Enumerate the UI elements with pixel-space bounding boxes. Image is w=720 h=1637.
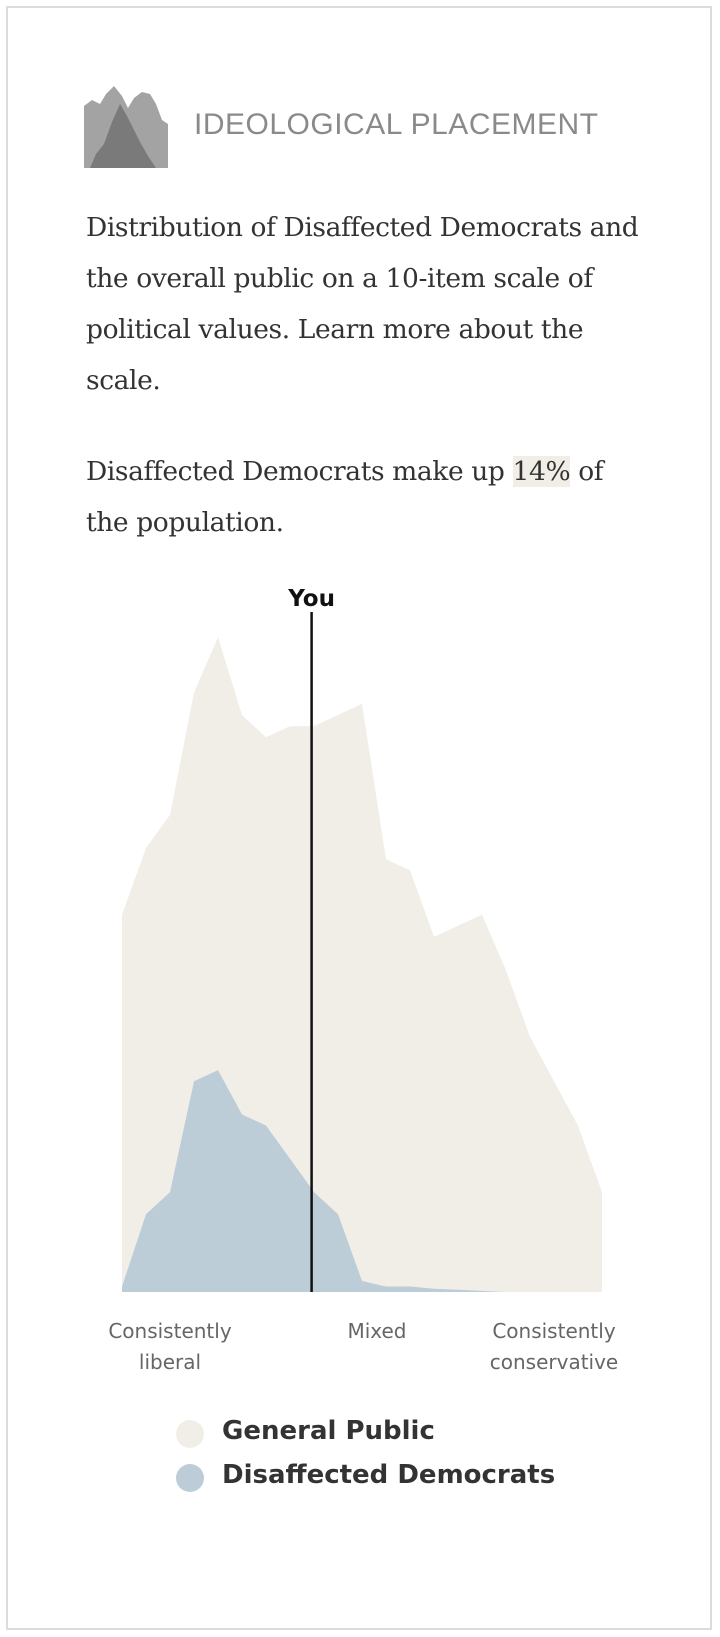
population-share-value: 14% [512,456,571,487]
population-prefix: Disaffected Democrats make up [86,456,513,487]
chart-description: Distribution of Disaffected Democrats an… [86,212,639,396]
section-title: IDEOLOGICAL PLACEMENT [194,108,599,141]
legend-swatch [176,1420,204,1448]
population-suffix: of the population. [86,456,604,538]
x-tick-label: Mixed [292,1316,462,1347]
x-tick-label-line: Consistently [492,1319,616,1343]
x-tick-label: Consistently conservative [469,1316,639,1378]
distribution-icon [84,86,168,168]
x-tick-label-line: Mixed [347,1319,407,1343]
x-tick-label-line: Consistently [108,1319,232,1343]
x-tick-label-line: liberal [138,1350,202,1374]
legend-label: General Public [222,1416,435,1446]
x-tick-label-line: conservative [489,1350,619,1374]
x-tick-label: Consistently liberal [85,1316,255,1378]
legend-swatch [176,1464,204,1492]
you-marker-label: You [288,586,335,612]
legend-label: Disaffected Democrats [222,1460,556,1490]
population-share-text: Disaffected Democrats make up 14% of the… [86,446,646,548]
